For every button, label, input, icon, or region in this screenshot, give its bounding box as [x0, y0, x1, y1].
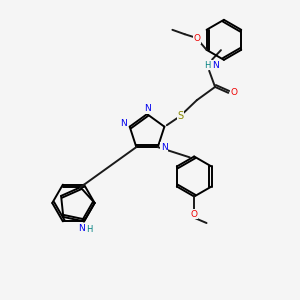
Text: O: O [191, 210, 198, 219]
Text: O: O [194, 34, 201, 43]
Text: N: N [120, 119, 127, 128]
Text: N: N [212, 61, 218, 70]
Text: O: O [231, 88, 238, 97]
Text: N: N [144, 104, 150, 113]
Text: H: H [205, 61, 211, 70]
Text: N: N [78, 224, 85, 233]
Text: S: S [178, 111, 184, 122]
Text: N: N [161, 142, 168, 152]
Text: H: H [86, 225, 92, 234]
